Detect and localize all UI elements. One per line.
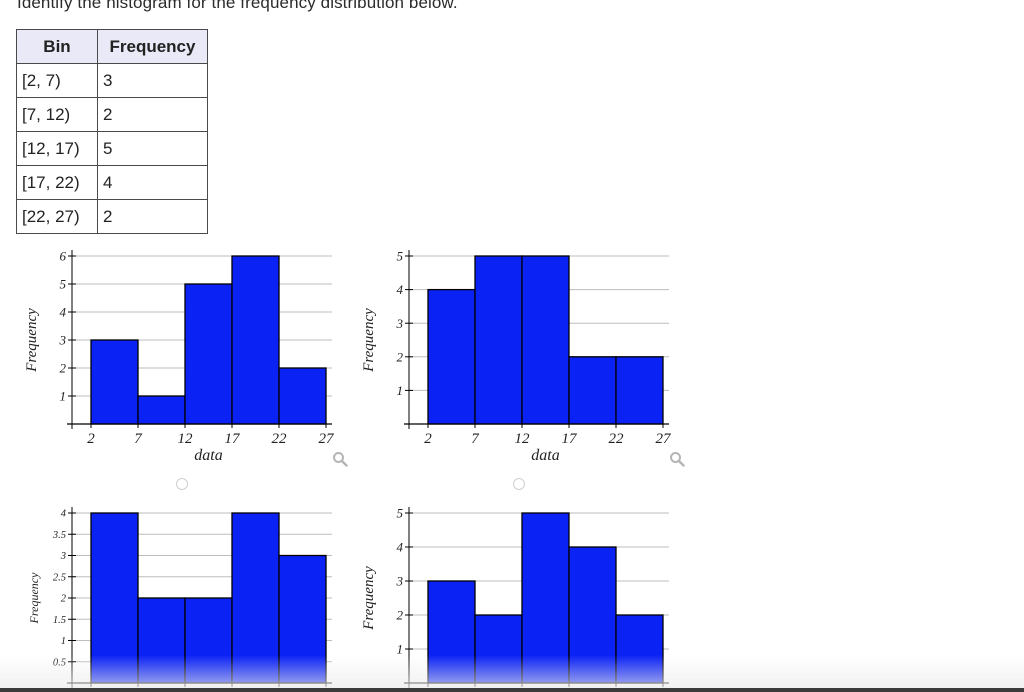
histogram-bar — [184, 597, 233, 684]
histogram-bar — [521, 512, 570, 684]
y-axis-label: Frequency — [24, 308, 40, 373]
table-row: [2, 7) 3 — [16, 63, 208, 98]
x-axis-label: data — [194, 447, 222, 464]
y-tick-label: 1 — [397, 642, 404, 657]
y-axis-label: Frequency — [27, 572, 41, 625]
histogram-bar — [427, 580, 476, 684]
frequency-cell: 4 — [97, 165, 208, 200]
histogram-bar — [137, 597, 186, 684]
y-tick-label: 2 — [60, 361, 67, 376]
histogram-bar — [137, 395, 186, 425]
histogram-option-c: 0.5 1 1.5 2 2.5 3 3.5 4 Frequency — [27, 507, 332, 688]
y-tick-label: 1 — [61, 636, 66, 647]
y-tick-label: 4 — [397, 282, 404, 297]
histogram-bar — [474, 255, 523, 425]
y-tick-label: 3.5 — [52, 530, 66, 541]
y-tick-label: 2 — [397, 349, 404, 364]
histogram-bar — [90, 512, 139, 684]
y-axis-label: Frequency — [361, 566, 377, 631]
x-tick-label: 27 — [656, 431, 673, 447]
y-tick-label: 1 — [397, 383, 404, 398]
bin-cell: [12, 17) — [16, 131, 98, 166]
y-tick-label: 1 — [60, 389, 67, 404]
radio-option-b[interactable] — [513, 478, 525, 490]
y-tick-label: 6 — [60, 249, 67, 264]
bottom-edge-bar — [0, 688, 1024, 692]
y-tick-label: 1.5 — [53, 615, 66, 626]
y-tick-label: 2.5 — [53, 572, 66, 583]
histogram-bar — [90, 339, 139, 425]
table-row: [7, 12) 2 — [16, 97, 208, 132]
x-tick-label: 2 — [424, 431, 432, 447]
x-tick-label: 22 — [272, 431, 288, 447]
frequency-table: Bin Frequency [2, 7) 3 [7, 12) 2 [12, 17… — [16, 29, 208, 234]
y-tick-label: 5 — [397, 249, 404, 264]
bin-cell: [2, 7) — [16, 63, 98, 98]
frequency-cell: 2 — [97, 97, 208, 132]
y-tick-label: 5 — [60, 277, 67, 292]
y-tick-label: 4 — [61, 509, 67, 520]
y-tick-label: 3 — [396, 574, 404, 589]
x-tick-label: 17 — [562, 431, 579, 447]
x-tick-label: 22 — [609, 431, 625, 447]
histogram-bar — [278, 367, 327, 425]
y-axis-label: Frequency — [361, 308, 377, 373]
histogram-bar — [427, 288, 476, 425]
y-tick-label: 2 — [61, 594, 67, 605]
histogram-bar — [615, 614, 664, 684]
table-row: [22, 27) 2 — [16, 199, 208, 234]
x-tick-label: 27 — [319, 431, 336, 447]
x-tick-label: 2 — [87, 431, 95, 447]
zoom-magnifier-icon[interactable] — [332, 451, 348, 467]
histogram-bar — [231, 512, 280, 684]
x-tick-label: 12 — [178, 431, 194, 447]
y-tick-label: 4 — [60, 305, 67, 320]
table-header-row: Bin Frequency — [16, 29, 208, 64]
y-tick-label: 5 — [397, 506, 404, 521]
y-tick-label: 3 — [59, 333, 67, 348]
frequency-cell: 2 — [97, 199, 208, 234]
question-prompt: Identify the histogram for the frequency… — [17, 0, 458, 12]
y-tick-label: 0.5 — [53, 657, 66, 668]
x-tick-label: 17 — [225, 431, 242, 447]
histogram-bar — [231, 255, 280, 425]
x-tick-label: 12 — [515, 431, 531, 447]
x-tick-label: 7 — [134, 431, 143, 447]
column-header-frequency: Frequency — [97, 29, 208, 64]
y-tick-label: 3 — [396, 316, 404, 331]
table-row: [17, 22) 4 — [16, 165, 208, 200]
histogram-bar — [568, 356, 617, 425]
y-tick-label: 2 — [397, 608, 404, 623]
histogram-bar — [184, 283, 233, 425]
histogram-bar — [521, 255, 570, 425]
histogram-bar — [568, 546, 617, 684]
zoom-magnifier-icon[interactable] — [669, 451, 685, 467]
bin-cell: [7, 12) — [16, 97, 98, 132]
histogram-option-d: 1 2 3 4 5 Frequency — [361, 506, 669, 688]
y-tick-label: 4 — [397, 540, 404, 555]
table-row: [12, 17) 5 — [16, 131, 208, 166]
y-tick-label: 3 — [60, 551, 66, 562]
histogram-bar — [278, 554, 327, 684]
radio-option-a[interactable] — [176, 478, 188, 490]
histogram-bar — [615, 356, 664, 425]
x-tick-label: 7 — [471, 431, 480, 447]
x-axis-label: data — [531, 447, 559, 464]
bin-cell: [22, 27) — [16, 199, 98, 234]
bin-cell: [17, 22) — [16, 165, 98, 200]
histogram-bar — [474, 614, 523, 684]
